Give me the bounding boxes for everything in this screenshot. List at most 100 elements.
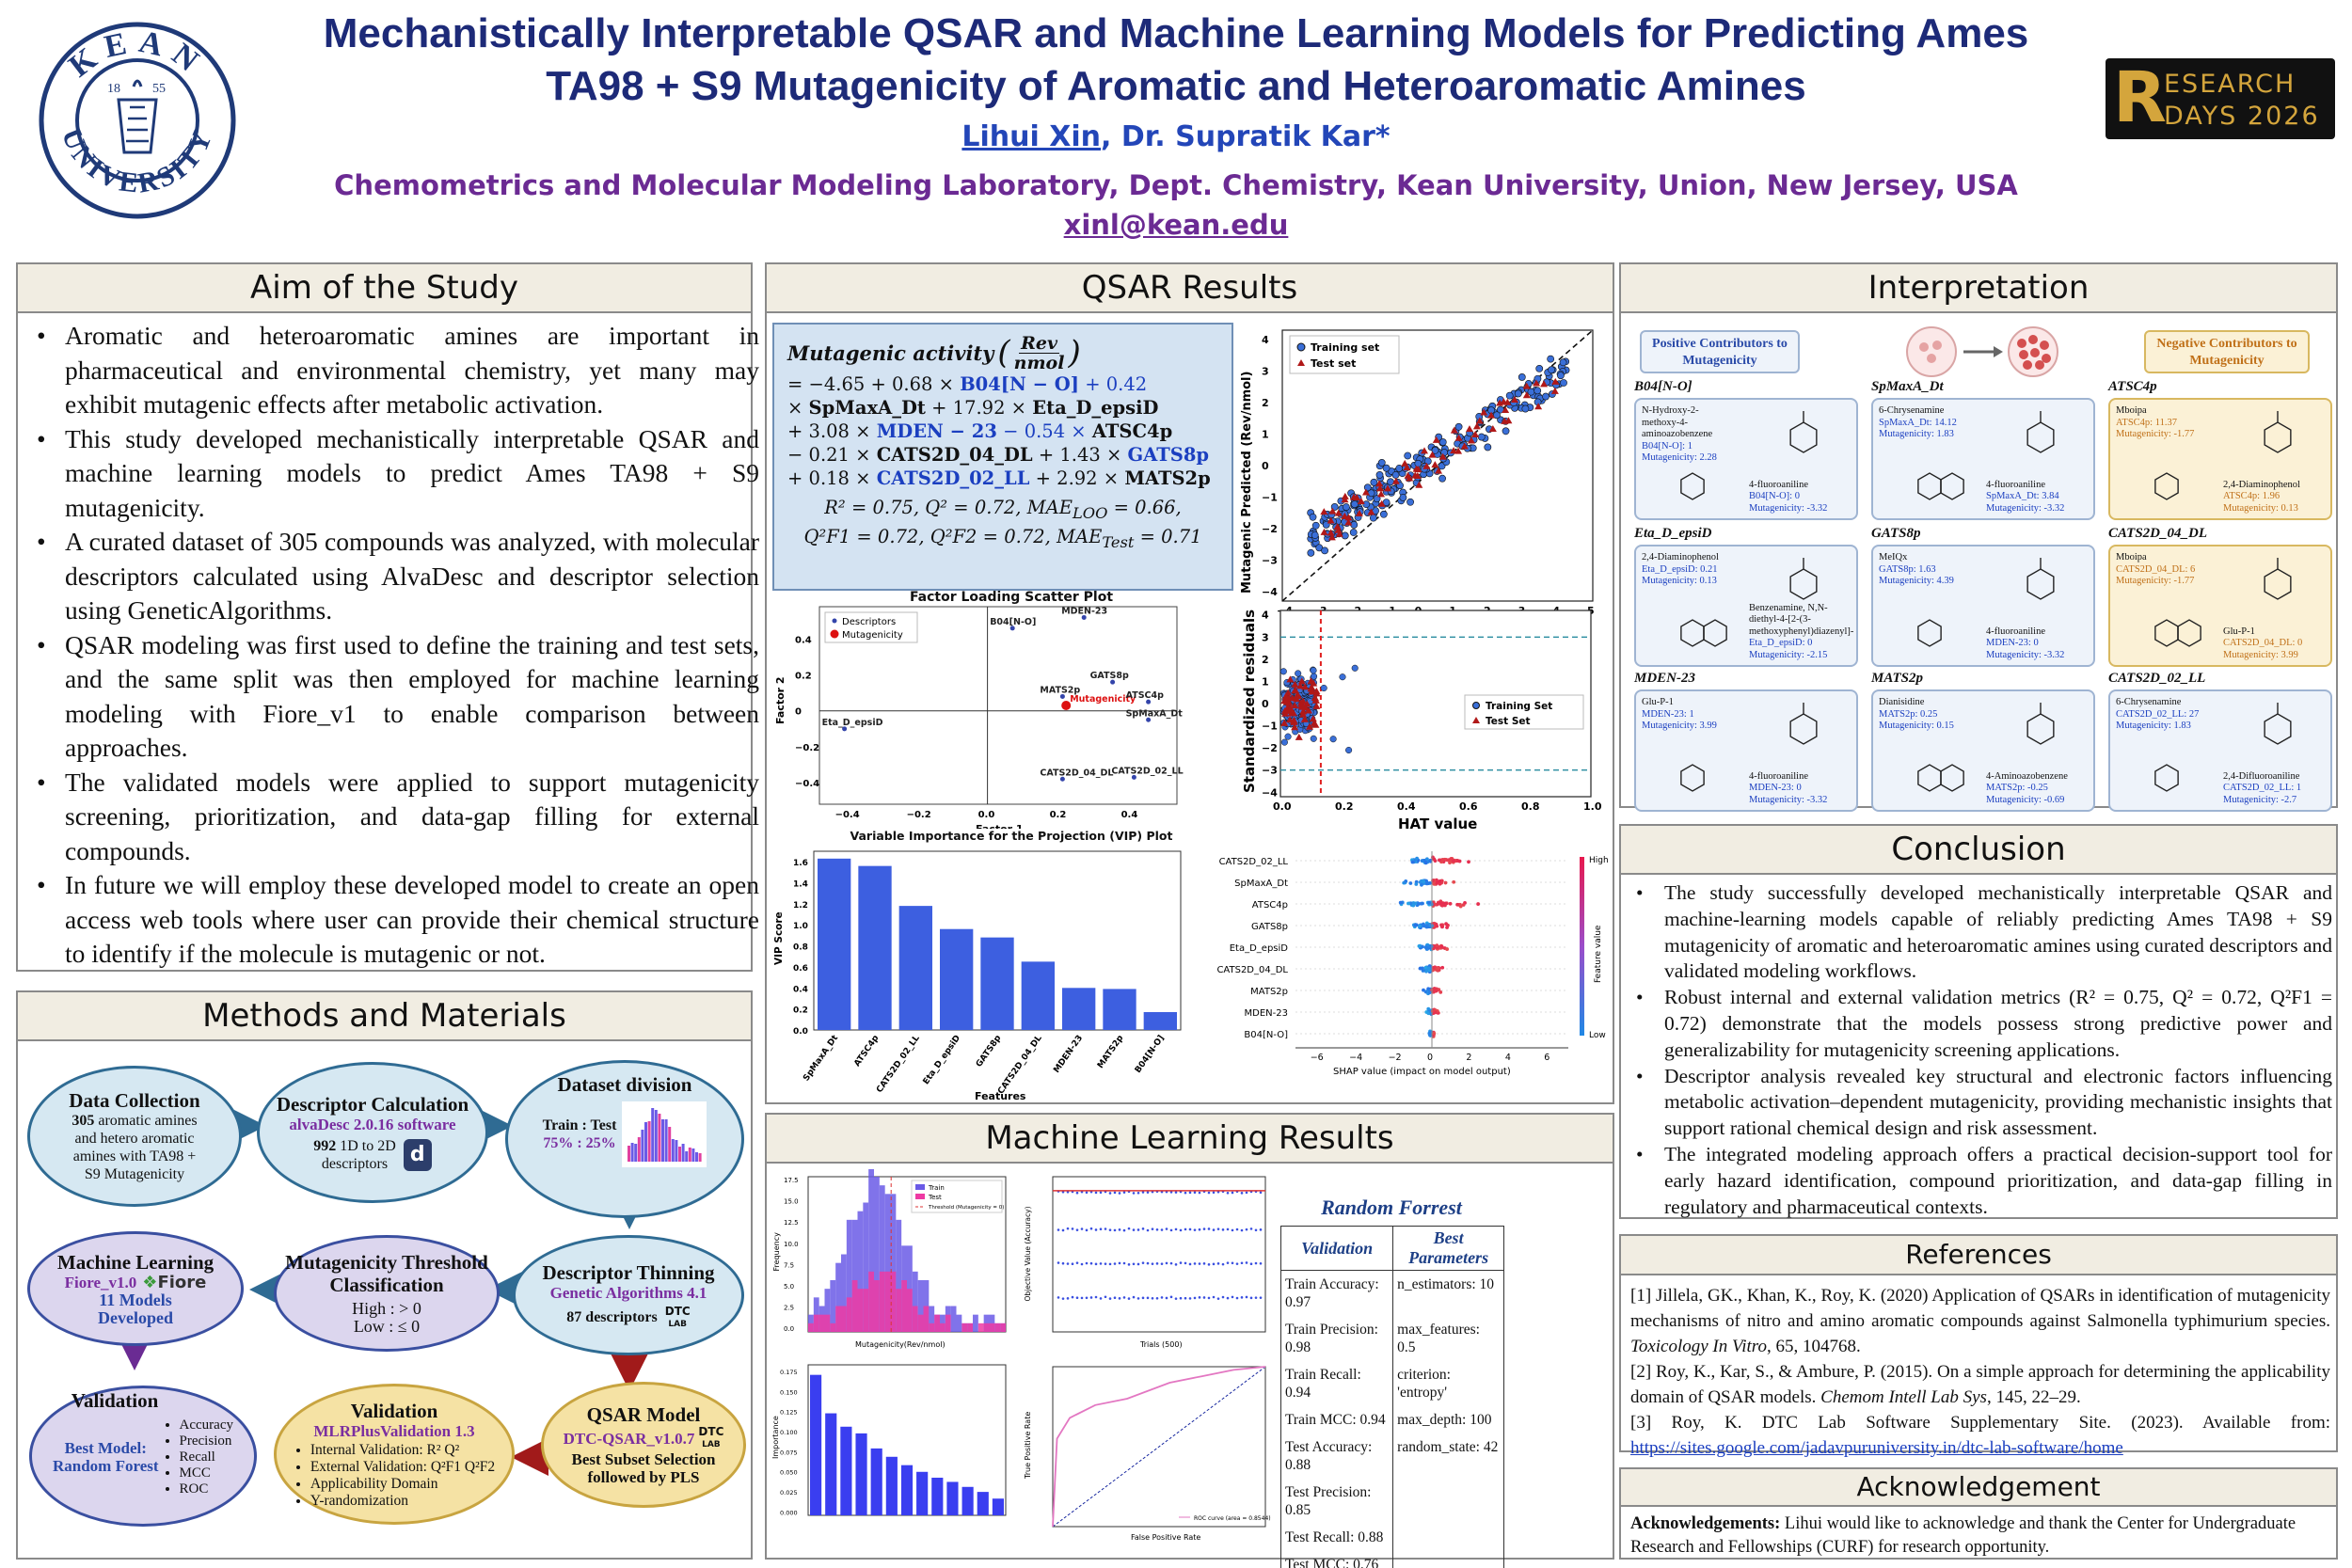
trial-point (1118, 1261, 1121, 1265)
trial-point (1113, 1296, 1117, 1300)
affiliation: Chemometrics and Molecular Modeling Labo… (334, 169, 2018, 201)
train-bar (874, 1177, 880, 1332)
trial-point (1141, 1261, 1145, 1264)
molecule-structure-icon (2154, 558, 2292, 647)
trial-point (1212, 1191, 1216, 1195)
y-axis-label: Standardized residuals (1241, 610, 1258, 793)
test-point (1550, 387, 1559, 394)
shap-point (1435, 880, 1438, 885)
shap-feature-label: CATS2D_02_LL (1219, 857, 1289, 867)
test-point (1303, 700, 1311, 707)
ml-validation-node: Validation Best Model:Random Forest Accu… (29, 1386, 257, 1527)
factor-point-label: GATS8p (1090, 671, 1129, 681)
molecule-structure-icon (1680, 703, 1818, 792)
vip-bar (1062, 988, 1096, 1030)
trial-point (1080, 1262, 1084, 1266)
example-compound-text: MeIQx GATS8p: 1.63 Mutagenicity: 4.39 (1879, 552, 1954, 586)
trial-point (1169, 1261, 1173, 1265)
molecule-ring (2026, 421, 2055, 453)
y-tick-label: −3 (1262, 765, 1278, 777)
shap-point (1430, 1009, 1435, 1013)
test-bar (841, 1306, 847, 1332)
trial-point (1085, 1261, 1089, 1265)
thumb-bar (685, 1151, 689, 1162)
trial-point (1259, 1191, 1263, 1195)
conclusion-panel: Conclusion The study successfully develo… (1619, 824, 2338, 1219)
training-point (1534, 387, 1542, 395)
trial-point (1193, 1191, 1197, 1195)
trial-point (1184, 1261, 1187, 1265)
y-tick-label: 0.6 (793, 964, 808, 974)
shap-point (1424, 925, 1429, 929)
trial-point (1184, 1191, 1187, 1195)
descriptor-label: B04[N-O] (1634, 379, 1692, 394)
aim-bullet: This study developed mechanistically int… (27, 422, 759, 526)
y-axis-label: Frequency (772, 1232, 781, 1272)
training-point (1377, 459, 1386, 467)
test-bar (879, 1271, 885, 1332)
trial-point (1212, 1228, 1216, 1231)
factor-point (1009, 626, 1015, 631)
trial-point (1245, 1261, 1248, 1264)
test-bar (835, 1306, 841, 1332)
author-link-lihui-xin[interactable]: Lihui Xin (961, 120, 1102, 153)
trial-point (1057, 1296, 1060, 1299)
trial-point (1104, 1295, 1107, 1299)
trial-point (1061, 1261, 1065, 1265)
x-tick-label: 0.6 (1459, 800, 1478, 813)
y-tick-label: 0.175 (780, 1369, 798, 1376)
test-point (1454, 434, 1463, 441)
shap-point (1422, 879, 1426, 883)
test-point (1391, 477, 1400, 484)
test-point (1438, 452, 1447, 460)
test-point (1327, 529, 1335, 536)
training-point (1307, 548, 1315, 557)
x-tick-label: 6 (1544, 1053, 1549, 1063)
shap-point (1415, 856, 1420, 861)
test-bar (808, 1323, 814, 1332)
training-point (1534, 374, 1542, 383)
training-point (1518, 373, 1526, 381)
dtc-lab-link[interactable]: https://sites.google.com/jadavpurunivers… (1630, 1438, 2123, 1458)
email-link[interactable]: xinl@kean.edu (1063, 209, 1289, 241)
trial-point (1193, 1228, 1197, 1231)
test-point (1488, 424, 1497, 432)
trial-point (1160, 1262, 1164, 1265)
molecule-ring (1789, 713, 1818, 745)
williams-plot: 0.0 0.2 0.4 0.6 0.8 1.0 4 3 2 1 0 −1 −2 −3 −4 HAT value… (1241, 610, 1602, 832)
legend-label: Threshold (Mutagenicity = 0) (928, 1205, 1004, 1211)
trial-point (1226, 1227, 1230, 1231)
descriptor-label: ATSC4p (2108, 379, 2157, 394)
test-point (1450, 447, 1458, 454)
test-bar (929, 1323, 935, 1332)
x-axis-label: Mutagenicity(Rev/nmol) (855, 1340, 946, 1349)
trial-point (1099, 1262, 1103, 1265)
shap-point (1432, 989, 1437, 993)
molecule-ring (1680, 764, 1705, 792)
x-tick-label: 0.0 (978, 810, 995, 820)
y-tick-label: −3 (1262, 554, 1278, 566)
trial-point (1169, 1228, 1173, 1232)
trial-point (1066, 1262, 1070, 1265)
vip-category-label: GATS8p (975, 1034, 1004, 1069)
trial-point (1179, 1261, 1183, 1264)
y-tick-label: −1 (1262, 491, 1278, 503)
training-point (1370, 478, 1378, 486)
y-tick-label: −4 (1262, 786, 1278, 799)
random-forest-title: Random Forrest (1321, 1196, 1462, 1219)
training-point (1320, 684, 1327, 692)
molecule-ring (2264, 568, 2292, 600)
shap-point (1431, 965, 1436, 970)
counter-example-compound-text: 2,4-Diaminophenol ATSC4p: 1.96 Mutagenicit… (2223, 479, 2300, 514)
vip-title: Variable Importance for the Projection (… (850, 829, 1173, 843)
vip-bar (1103, 989, 1136, 1030)
y-tick-label: 0.000 (780, 1509, 798, 1516)
trial-point (1151, 1262, 1154, 1265)
shap-point (1411, 903, 1416, 908)
shap-point (1414, 882, 1419, 886)
training-point (1321, 546, 1328, 555)
trial-point (1184, 1296, 1187, 1300)
factor-loading-scatter: MDEN-23B04[N-O]GATS8pMATS2pMutagenicityA… (774, 606, 1184, 829)
importance-bar (885, 1456, 898, 1515)
test-point (1353, 494, 1361, 501)
